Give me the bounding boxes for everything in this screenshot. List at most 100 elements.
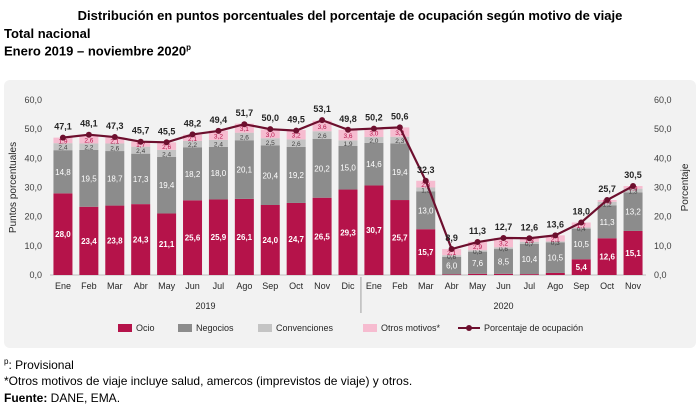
bar-value-label: 0,6 [447,254,456,261]
bar-ocio [364,185,384,275]
occupancy-point [604,197,611,204]
occupancy-point [396,124,403,131]
x-tick-label: Sep [262,281,278,291]
occupancy-point [189,131,196,138]
y-tick-label-right: 60,0 [654,95,672,105]
bar-value-label: 23,4 [81,237,97,246]
bar-value-label: 24,3 [133,236,149,245]
y-tick-label-left: 50,0 [24,124,42,134]
bar-value-label: 24,0 [262,236,278,245]
bar-value-label: 8,5 [498,257,510,266]
y-tick-label-left: 40,0 [24,153,42,163]
bar-convenciones [79,143,99,150]
bar-ocio [234,198,254,275]
provisional-text: : Provisional [8,358,74,372]
occupancy-point [630,183,637,190]
bar-value-label: 2,4 [162,151,171,158]
bar-convenciones [416,187,436,192]
bar-value-label: 5,4 [576,263,588,272]
bar-convenciones [208,139,228,147]
bar-ocio [286,202,306,275]
bar-otros-motivos [157,142,177,150]
bar-otros-motivos [208,130,228,140]
bar-negocios [545,242,565,273]
legend-label: Ocio [136,323,155,333]
bar-value-label: 14,6 [366,160,382,169]
bar-convenciones [53,143,73,151]
bar-negocios [493,249,513,274]
occupancy-point [59,134,66,141]
bar-value-label: 15,7 [418,248,434,257]
bar-value-label: 3,2 [292,133,301,140]
x-tick-label: Feb [392,281,408,291]
bar-value-label: 2,0 [369,138,378,145]
occupancy-point [293,127,300,134]
bar-ocio [623,230,643,275]
legend-swatch [178,324,192,332]
bar-value-label: 19,2 [288,171,304,180]
x-tick-label: May [158,281,176,291]
bar-ocio [157,213,177,275]
bar-otros-motivos [312,120,332,132]
bar-negocios [442,256,462,275]
bar-value-label: 20,4 [262,171,278,180]
occupancy-value-label: 18,0 [572,207,590,217]
bar-value-label: 1,3 [421,187,430,194]
bar-negocios [390,143,410,201]
bar-value-label: 2,9 [473,244,482,251]
bar-otros-motivos [234,123,254,133]
legend-swatch [118,324,132,332]
bar-value-label: 2,2 [84,145,93,152]
y-tick-label-right: 20,0 [654,212,672,222]
bar-negocios [416,191,436,230]
occupancy-point [448,246,455,253]
bar-value-label: 2,4 [58,145,67,152]
y-tick-label-left: 10,0 [24,241,42,251]
bar-negocios [183,147,203,201]
bar-value-label: 29,3 [340,228,356,237]
bar-convenciones [105,143,125,152]
occupancy-point [163,139,170,146]
bar-negocios [208,146,228,200]
bar-otros-motivos [545,235,565,242]
bar-otros-motivos [442,249,462,256]
occupancy-value-label: 47,1 [54,122,72,132]
x-tick-label: Jul [524,281,536,291]
year-label: 2019 [195,301,215,311]
bar-convenciones [183,140,203,148]
bar-value-label: 12,6 [599,253,615,262]
bar-ocio [260,205,280,275]
bar-convenciones [157,149,177,157]
bar-value-label: 26,1 [237,233,253,242]
occupancy-value-label: 50,6 [391,111,409,121]
bar-negocios [53,150,73,194]
footnote-provisional: p: Provisional [4,357,74,372]
bar-convenciones [286,139,306,147]
bar-convenciones [312,131,332,139]
occupancy-point [215,127,222,134]
bar-ocio [597,238,617,275]
y-tick-label-right: 0,0 [654,270,667,280]
bar-ocio [390,200,410,275]
y-axis-title-right: Porcentaje [680,163,691,211]
bar-otros-motivos [286,130,306,140]
occupancy-point [422,177,429,184]
bar-convenciones [623,188,643,193]
occupancy-value-label: 53,1 [313,104,331,114]
bar-otros-motivos [493,237,513,248]
bar-negocios [519,243,539,275]
bar-negocios [260,145,280,205]
bar-value-label: 11,3 [600,218,616,227]
chart-title: Distribución en puntos porcentuales del … [77,8,623,23]
x-tick-label: Oct [600,281,615,291]
bar-convenciones [131,146,151,154]
bar-convenciones [234,132,254,141]
occupancy-point [241,121,248,128]
x-tick-label: Ene [366,281,382,291]
y-tick-label-right: 40,0 [654,153,672,163]
bar-value-label: 13,2 [625,208,641,217]
bar-value-label: 1,7 [577,223,586,230]
footnote-source: Fuente: DANE, EMA. [4,391,120,405]
bar-ocio [183,200,203,275]
occupancy-value-label: 49,4 [210,115,228,125]
